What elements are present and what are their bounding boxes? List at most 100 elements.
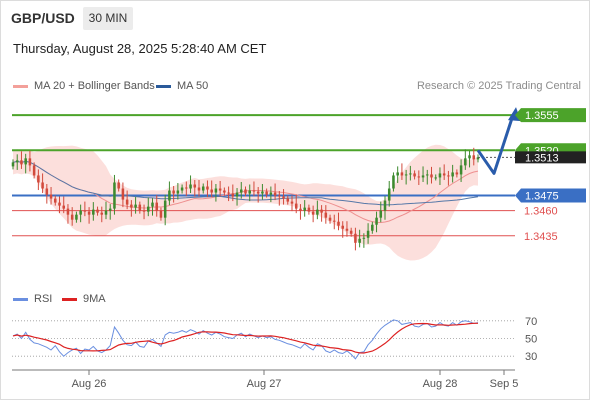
level-tag-1.3555: 1.3555 bbox=[525, 110, 559, 122]
candle-body bbox=[206, 186, 209, 190]
level-tag-1.3435: 1.3435 bbox=[524, 231, 558, 243]
candle bbox=[45, 183, 49, 204]
rsi-tick-label: 70 bbox=[525, 316, 537, 328]
candle-body bbox=[299, 208, 302, 211]
candle bbox=[451, 164, 454, 183]
ma50-swatch-icon bbox=[156, 84, 171, 88]
candle bbox=[117, 179, 120, 192]
candle-body bbox=[87, 211, 91, 215]
candle-body bbox=[45, 188, 49, 195]
candle-body bbox=[409, 173, 412, 175]
candle bbox=[438, 167, 442, 185]
candle-body bbox=[286, 198, 290, 202]
candle bbox=[223, 187, 226, 196]
candle-body bbox=[316, 209, 319, 215]
candle bbox=[210, 180, 213, 198]
candle-body bbox=[366, 230, 370, 238]
candle-body bbox=[20, 160, 23, 165]
candle bbox=[147, 197, 150, 217]
candle bbox=[54, 195, 57, 206]
legend-9ma: 9MA bbox=[62, 293, 106, 305]
candle-body bbox=[434, 177, 437, 179]
candle bbox=[58, 196, 61, 214]
candle bbox=[66, 204, 70, 224]
candle-body bbox=[413, 173, 416, 177]
candle bbox=[383, 196, 387, 220]
candle bbox=[421, 166, 425, 182]
candle bbox=[409, 165, 412, 181]
candle bbox=[426, 169, 429, 185]
candle-body bbox=[438, 173, 442, 178]
candle bbox=[472, 147, 476, 166]
candle bbox=[328, 214, 332, 224]
candle bbox=[15, 154, 19, 170]
bollinger-band-area bbox=[13, 144, 478, 261]
candle-body bbox=[121, 188, 125, 200]
candle-body bbox=[341, 225, 344, 229]
candle-body bbox=[138, 204, 142, 211]
candle-body bbox=[117, 182, 120, 189]
candle-body bbox=[151, 202, 154, 207]
candle bbox=[337, 212, 340, 231]
candle bbox=[125, 190, 129, 210]
candle-body bbox=[15, 160, 19, 163]
candle-body bbox=[134, 204, 137, 208]
legend-ma50: MA 50 bbox=[156, 80, 208, 92]
candle-body bbox=[294, 203, 298, 209]
candle bbox=[392, 172, 395, 192]
candle-body bbox=[451, 172, 454, 177]
candle-body bbox=[273, 192, 277, 196]
candle-body bbox=[159, 210, 163, 218]
candle bbox=[142, 204, 146, 220]
level-tag-bg bbox=[515, 188, 586, 203]
candle-body bbox=[362, 237, 366, 239]
candle bbox=[464, 149, 467, 170]
candle-body bbox=[400, 172, 404, 176]
candle bbox=[79, 204, 82, 223]
candle-body bbox=[320, 209, 323, 213]
candle bbox=[113, 174, 116, 215]
candle-body bbox=[252, 190, 256, 192]
candle-body bbox=[11, 162, 15, 167]
candle-body bbox=[282, 196, 285, 199]
legend-rsi-label: RSI bbox=[34, 293, 53, 305]
candle bbox=[256, 187, 260, 203]
candle-body bbox=[96, 209, 99, 213]
timeframe-button[interactable]: 30 MIN bbox=[83, 7, 133, 30]
candle bbox=[235, 188, 239, 206]
candle-body bbox=[125, 199, 129, 205]
candle-body bbox=[459, 165, 463, 175]
candle-body bbox=[375, 217, 378, 225]
candle-body bbox=[83, 210, 87, 212]
level-tag-bg bbox=[515, 108, 586, 123]
candle bbox=[227, 186, 230, 202]
candle bbox=[172, 186, 175, 203]
candle bbox=[231, 184, 235, 202]
candle-body bbox=[189, 184, 192, 189]
candle-body bbox=[58, 202, 61, 206]
candle-body bbox=[333, 220, 336, 222]
candle bbox=[11, 159, 15, 170]
candle-body bbox=[223, 190, 226, 193]
x-axis-label: Sep 5 bbox=[490, 378, 519, 390]
candle bbox=[396, 166, 399, 183]
candle-body bbox=[244, 189, 247, 194]
candle-body bbox=[392, 175, 395, 189]
rsi-9ma-line bbox=[12, 322, 478, 354]
candle bbox=[28, 150, 32, 172]
candle-body bbox=[231, 193, 235, 197]
candle-body bbox=[28, 158, 32, 166]
candle-body bbox=[104, 210, 108, 215]
candle bbox=[269, 186, 273, 203]
candle-body bbox=[290, 201, 294, 204]
candle bbox=[193, 179, 197, 197]
candle bbox=[176, 182, 180, 200]
candle-body bbox=[24, 158, 27, 165]
level-tag-1.3475: 1.3475 bbox=[525, 191, 559, 203]
candle bbox=[324, 205, 328, 224]
candle bbox=[151, 198, 154, 216]
candle bbox=[316, 200, 319, 220]
candle bbox=[240, 181, 243, 199]
candle-body bbox=[172, 190, 175, 194]
